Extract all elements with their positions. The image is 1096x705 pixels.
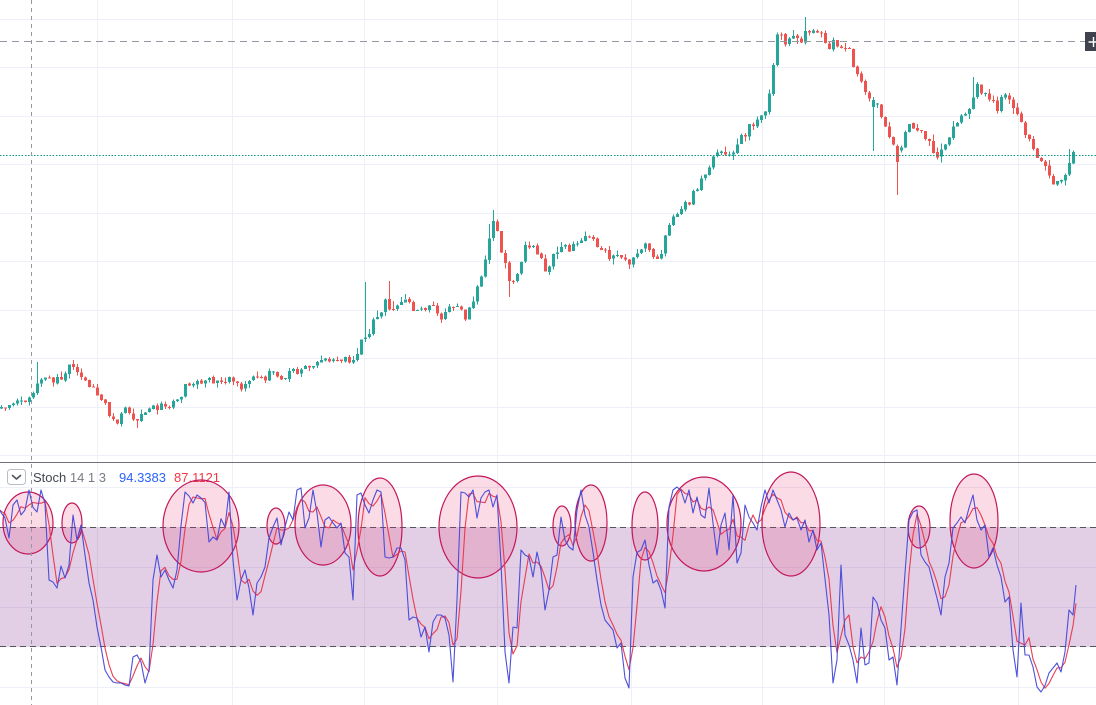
svg-text:Stoch 14 1 3: Stoch 14 1 3: [33, 470, 106, 485]
svg-text:94.3383: 94.3383: [119, 470, 166, 485]
